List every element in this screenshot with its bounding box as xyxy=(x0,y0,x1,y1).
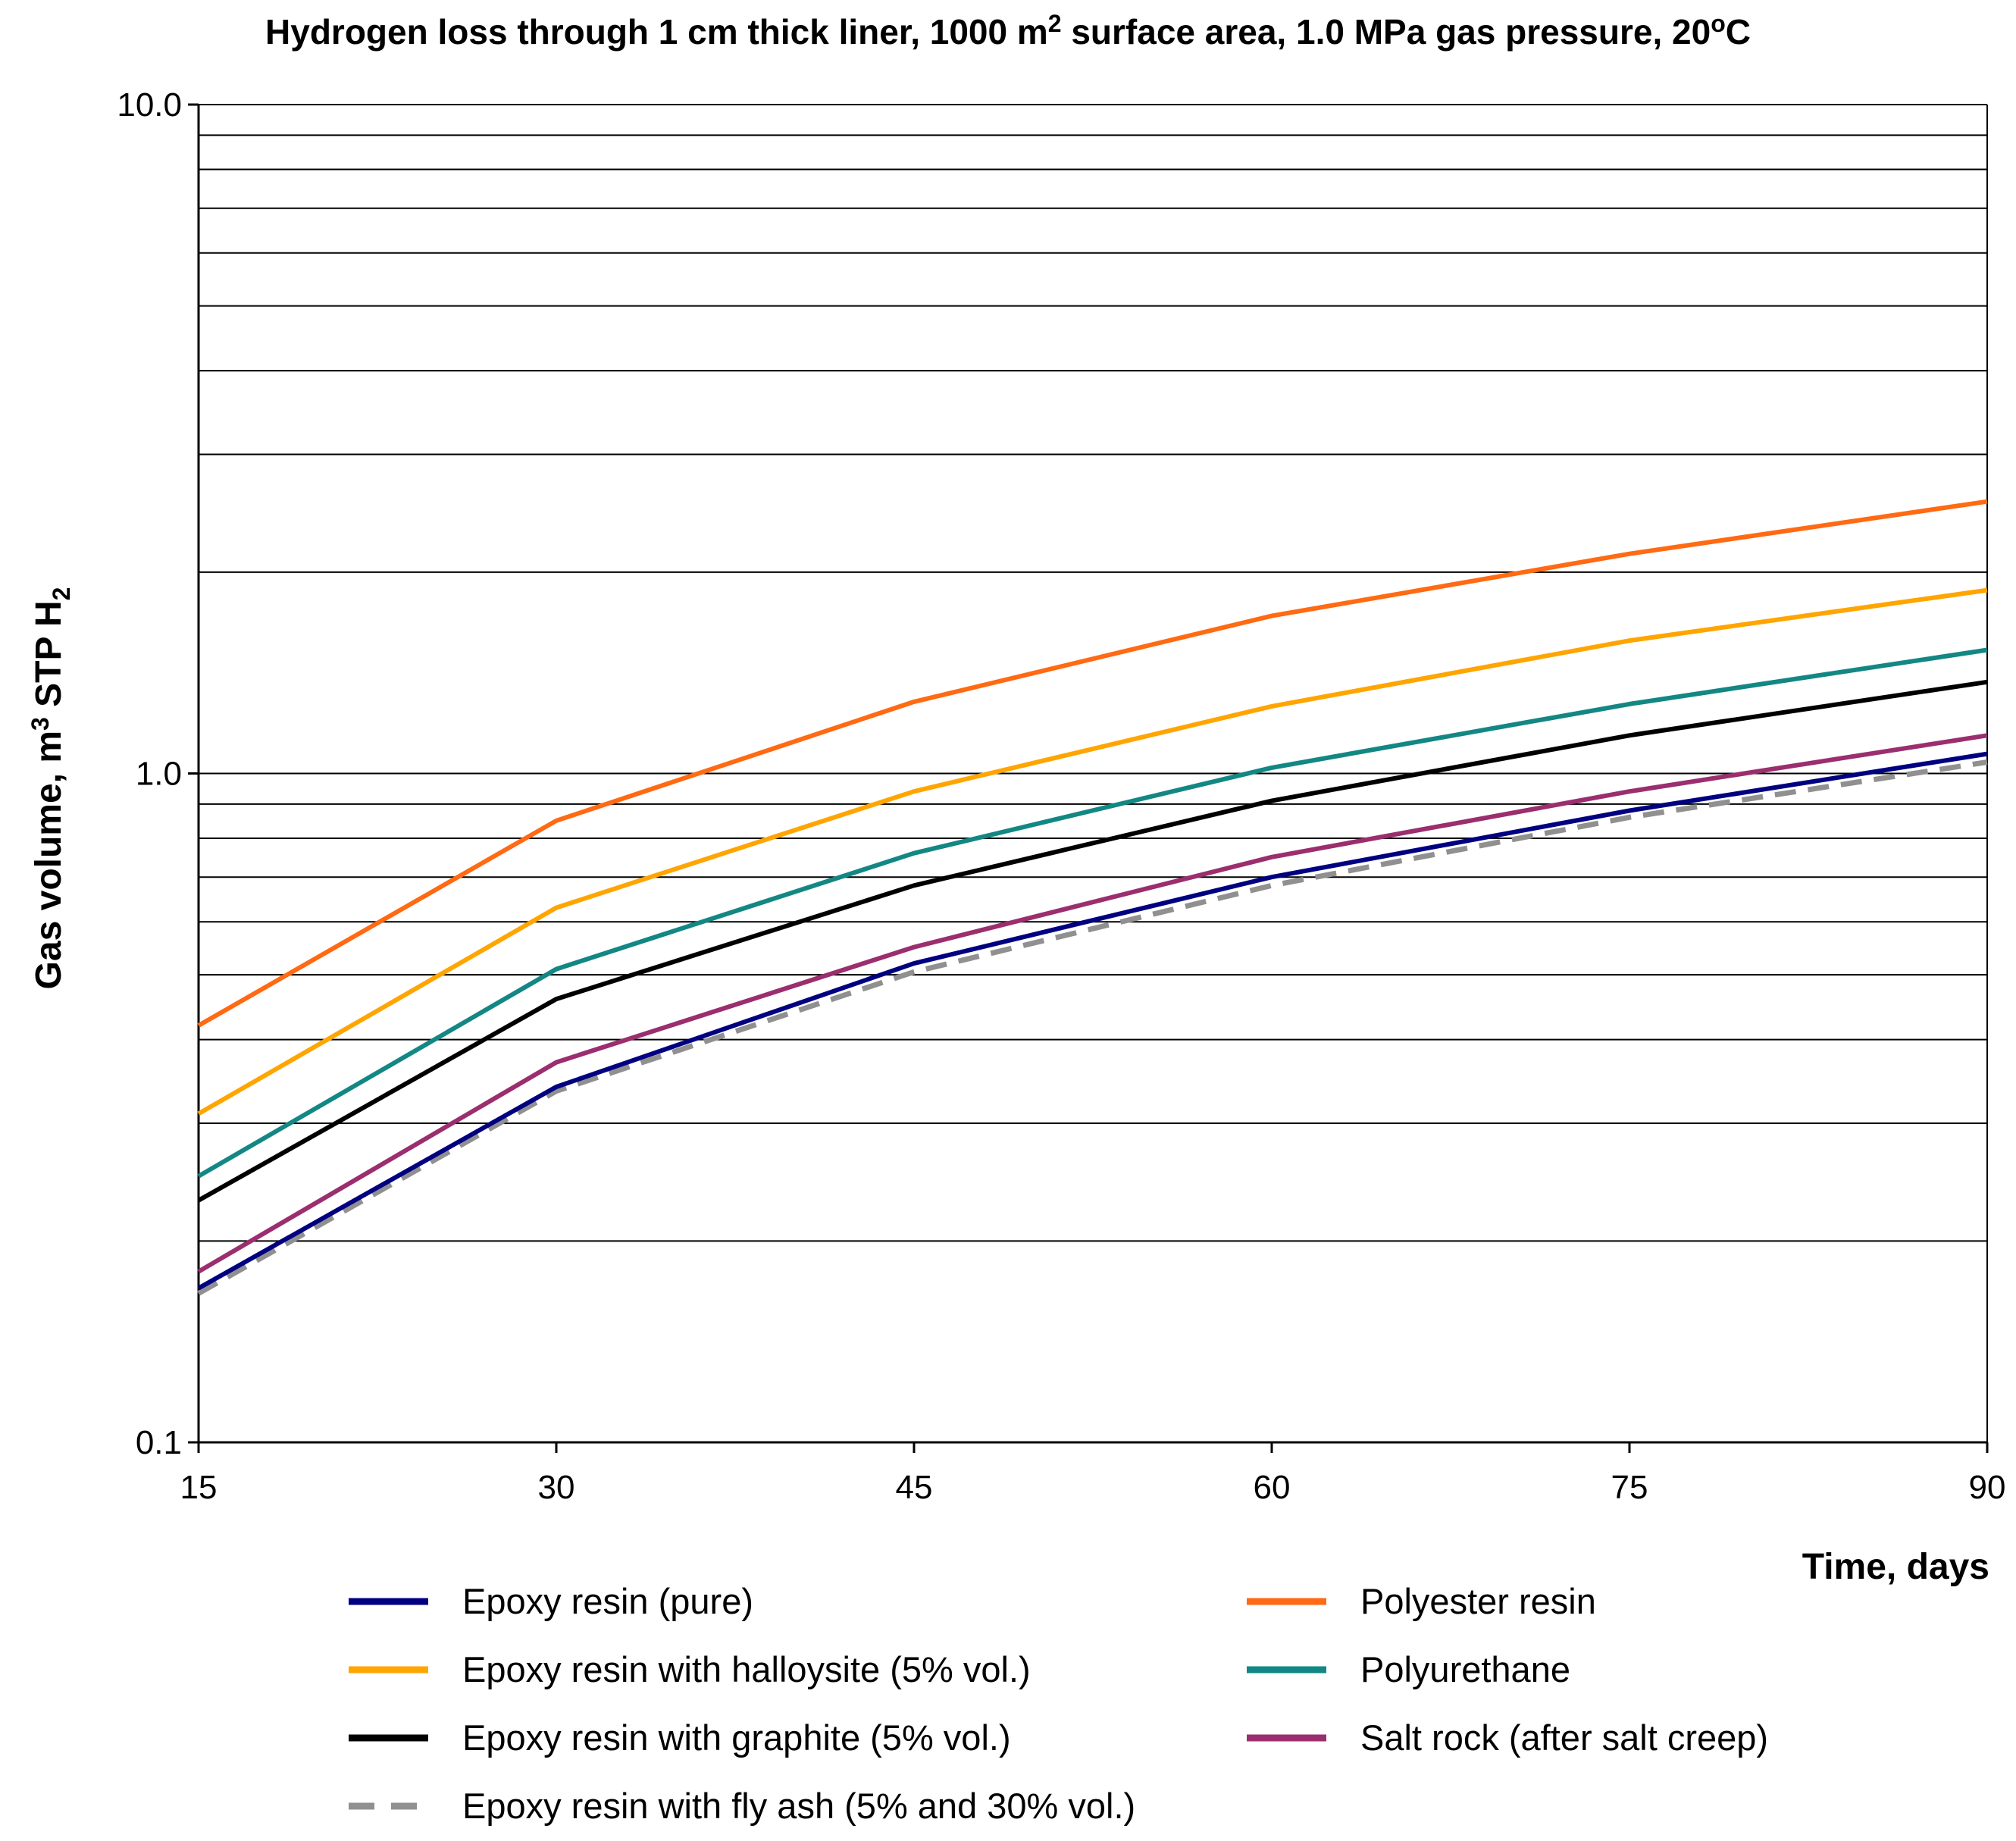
series-line-5 xyxy=(197,733,1988,1274)
x-tick-label: 75 xyxy=(1611,1469,1648,1506)
legend-label: Epoxy resin (pure) xyxy=(462,1581,753,1621)
axes: 0.1 1.0 10.0 15 30 45 60 75 90 xyxy=(117,86,2005,1506)
x-tick-label: 60 xyxy=(1254,1469,1291,1506)
y-tick-label: 1.0 xyxy=(136,756,182,793)
legend-label: Salt rock (after salt creep) xyxy=(1360,1717,1768,1758)
series-line-6 xyxy=(197,759,1988,1296)
series-line-4 xyxy=(197,679,1988,1203)
series-line-0 xyxy=(197,751,1988,1291)
series-line-2 xyxy=(197,587,1988,1116)
chart-title: Hydrogen loss through 1 cm thick liner, … xyxy=(265,10,1751,52)
legend-label: Epoxy resin with halloysite (5% vol.) xyxy=(462,1649,1031,1689)
legend-label: Epoxy resin with graphite (5% vol.) xyxy=(462,1717,1011,1758)
legend-label: Polyurethane xyxy=(1360,1649,1570,1689)
legend-label: Epoxy resin with fly ash (5% and 30% vol… xyxy=(462,1786,1135,1826)
y-tick-label: 0.1 xyxy=(136,1424,182,1461)
gridlines xyxy=(199,104,1987,1242)
x-axis-title: Time, days xyxy=(1802,1547,1989,1587)
legend: Epoxy resin (pure) Polyester resin Epoxy r… xyxy=(349,1581,1768,1826)
y-tick-label: 10.0 xyxy=(117,86,182,124)
x-tick-label: 45 xyxy=(896,1469,933,1506)
x-tick-label: 15 xyxy=(180,1469,218,1506)
legend-label: Polyester resin xyxy=(1360,1581,1596,1621)
series-layer xyxy=(197,499,1988,1296)
series-line-1 xyxy=(197,499,1988,1028)
x-tick-label: 30 xyxy=(538,1469,575,1506)
series-line-3 xyxy=(197,647,1988,1179)
x-tick-label: 90 xyxy=(1969,1469,2006,1506)
y-axis-title: Gas volume, m3 STP H2 xyxy=(27,587,75,990)
